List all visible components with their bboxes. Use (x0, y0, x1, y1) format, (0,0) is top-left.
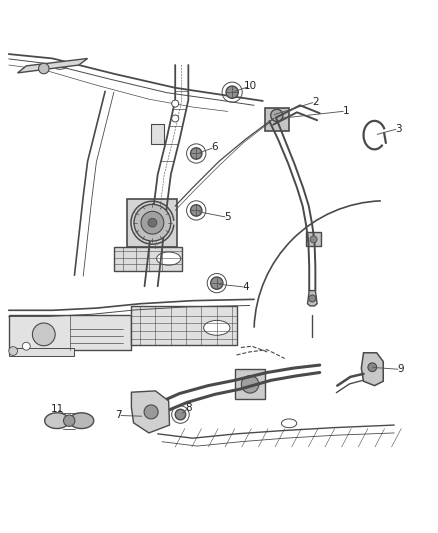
Polygon shape (18, 59, 88, 73)
Ellipse shape (157, 252, 180, 265)
Ellipse shape (55, 62, 68, 69)
Circle shape (144, 405, 158, 419)
FancyBboxPatch shape (151, 124, 164, 144)
Circle shape (226, 86, 238, 98)
Text: 4: 4 (242, 282, 249, 292)
Circle shape (368, 363, 377, 372)
Circle shape (134, 204, 171, 241)
Circle shape (309, 295, 316, 302)
Circle shape (148, 219, 157, 227)
Circle shape (211, 277, 223, 289)
Circle shape (175, 409, 186, 420)
FancyBboxPatch shape (131, 306, 237, 345)
Text: 1: 1 (343, 106, 350, 116)
Circle shape (191, 148, 202, 159)
Text: 9: 9 (397, 365, 404, 374)
Circle shape (64, 415, 75, 426)
Text: 10: 10 (244, 81, 257, 91)
Circle shape (9, 346, 18, 356)
FancyBboxPatch shape (235, 369, 265, 399)
Circle shape (271, 109, 283, 122)
Polygon shape (45, 413, 69, 429)
Polygon shape (307, 290, 317, 306)
Circle shape (22, 342, 30, 350)
Text: 3: 3 (395, 124, 402, 134)
FancyBboxPatch shape (265, 108, 289, 131)
Circle shape (310, 236, 317, 243)
Polygon shape (69, 413, 94, 429)
Text: 2: 2 (312, 97, 319, 107)
Ellipse shape (281, 419, 297, 427)
FancyBboxPatch shape (9, 349, 74, 356)
Circle shape (172, 115, 179, 122)
Polygon shape (361, 353, 383, 386)
FancyBboxPatch shape (306, 232, 321, 246)
Circle shape (39, 63, 49, 74)
Text: 11: 11 (50, 404, 64, 414)
FancyBboxPatch shape (9, 314, 131, 350)
Text: 6: 6 (211, 142, 218, 152)
Ellipse shape (204, 320, 230, 335)
Circle shape (191, 205, 202, 216)
Text: 5: 5 (224, 213, 231, 222)
FancyBboxPatch shape (127, 199, 177, 247)
Text: 8: 8 (185, 402, 192, 413)
Polygon shape (131, 391, 170, 433)
FancyBboxPatch shape (114, 247, 182, 271)
Circle shape (141, 211, 164, 234)
Circle shape (241, 376, 259, 393)
Circle shape (32, 323, 55, 346)
Text: 7: 7 (115, 410, 122, 421)
Circle shape (172, 100, 179, 107)
